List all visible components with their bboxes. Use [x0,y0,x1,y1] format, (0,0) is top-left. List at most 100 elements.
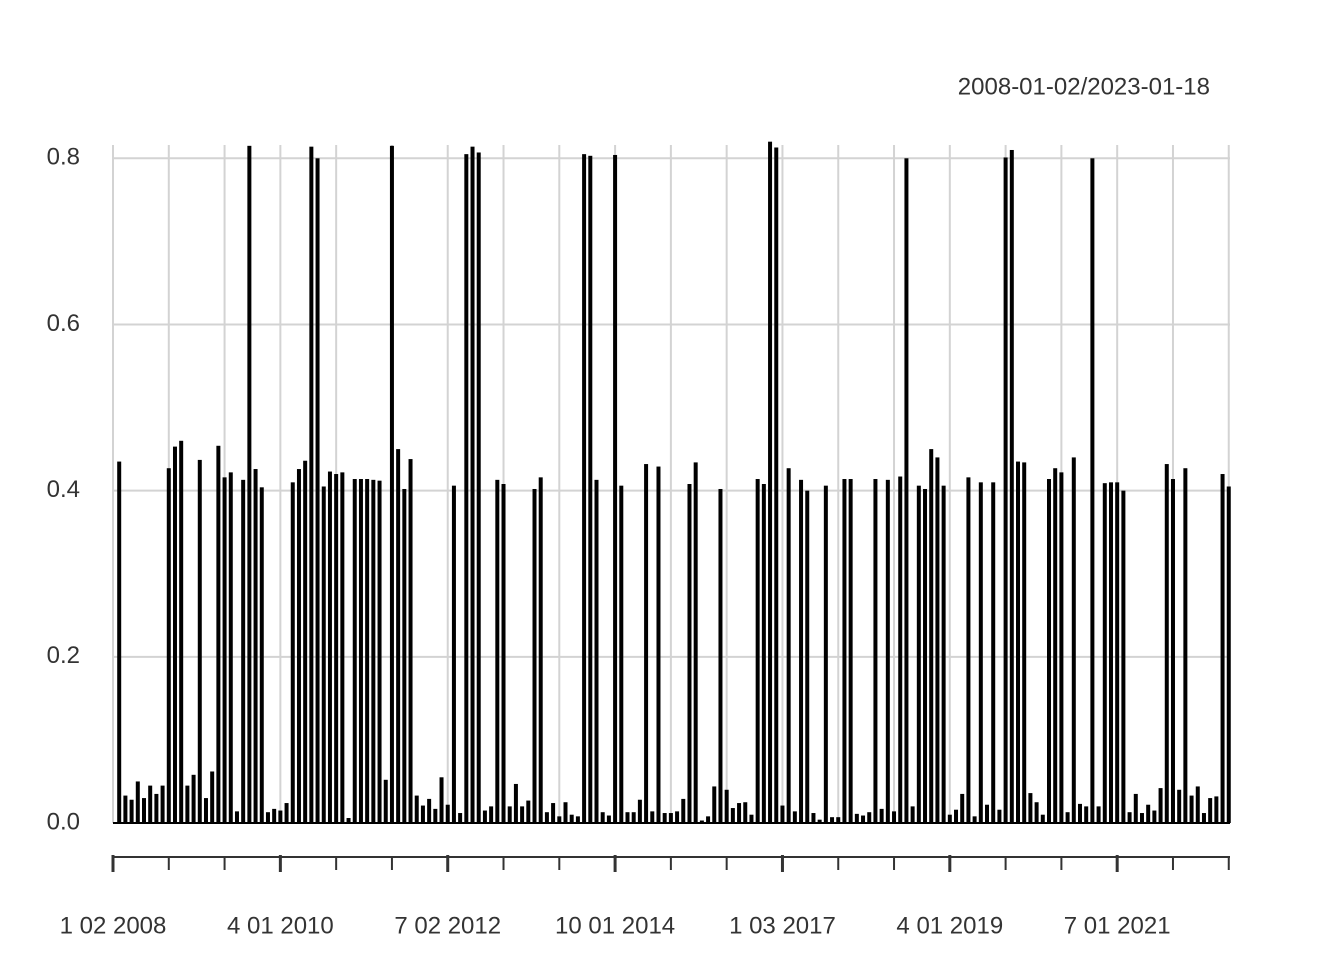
bar [228,472,233,823]
bar [879,808,884,823]
bar [166,468,171,823]
bar [687,484,692,823]
bar [563,802,568,823]
bar [327,471,332,823]
bar [613,154,618,823]
bar [854,813,859,823]
bar [1046,479,1051,823]
bar [637,799,642,823]
bar [972,816,977,823]
bar [1133,793,1138,823]
bar [117,461,122,823]
bar [1040,814,1045,823]
bar [712,786,717,823]
bar [594,479,599,823]
bar [290,482,295,823]
bar [321,486,326,823]
bar [538,477,543,823]
bar [606,815,611,823]
bar [1071,457,1076,823]
bar [898,476,903,823]
bar [861,815,866,823]
bar [1164,464,1169,823]
bar [551,803,556,823]
bar [501,484,506,823]
bar [439,777,444,823]
bar [1102,483,1107,823]
bar [464,154,469,823]
bar [544,812,549,823]
bar [910,806,915,823]
bar [600,812,605,823]
bar [1028,793,1033,823]
bar [389,145,394,824]
bar [1139,813,1144,823]
bar [904,158,909,823]
bar [1183,468,1188,823]
bar [1009,149,1014,823]
bar [383,779,388,823]
bar [830,817,835,823]
bar [823,485,828,823]
bar [966,477,971,823]
bar [1065,812,1070,823]
y-tick-label: 0.0 [47,808,80,835]
bar [792,811,797,823]
bar [371,479,376,823]
bar [520,806,525,823]
bar [241,479,246,823]
bar [724,789,729,823]
bar [991,482,996,823]
bar [513,783,518,823]
bar [309,146,314,824]
bar [588,155,593,824]
bar [799,479,804,823]
bar [377,480,382,823]
bar [451,485,456,823]
bar [489,806,494,823]
bar [805,490,810,823]
bar [408,459,413,823]
bar [656,466,661,823]
bar [811,813,816,823]
bar [234,811,239,823]
bar [662,813,667,823]
bar [1016,461,1021,823]
bar [129,799,134,823]
bar [340,472,345,823]
bar [1096,806,1101,823]
bar [427,798,432,823]
bar [1077,803,1082,823]
bar [892,811,897,823]
bar [718,488,723,823]
bar [1121,490,1126,823]
bar [842,479,847,823]
bar [1177,789,1182,823]
bar [817,819,822,823]
bar [575,816,580,823]
x-tick-label: 1 02 2008 [60,912,167,939]
bar [334,474,339,823]
bar [402,488,407,823]
bar [284,803,289,823]
bar [947,814,952,823]
bar [210,771,215,823]
bar [1226,486,1231,823]
bar [693,462,698,823]
bar [458,813,463,823]
bar [358,479,363,823]
bar [141,798,146,823]
bar [365,479,370,823]
bar [569,814,574,823]
bar [786,468,791,823]
bar [160,785,165,823]
bar [179,440,184,823]
bar [420,805,425,823]
bar [296,469,301,823]
bar [768,141,773,824]
x-tick-label: 4 01 2010 [227,912,334,939]
bar [867,812,872,823]
chart-title: 2008-01-02/2023-01-18 [958,73,1210,100]
bar [873,479,878,823]
